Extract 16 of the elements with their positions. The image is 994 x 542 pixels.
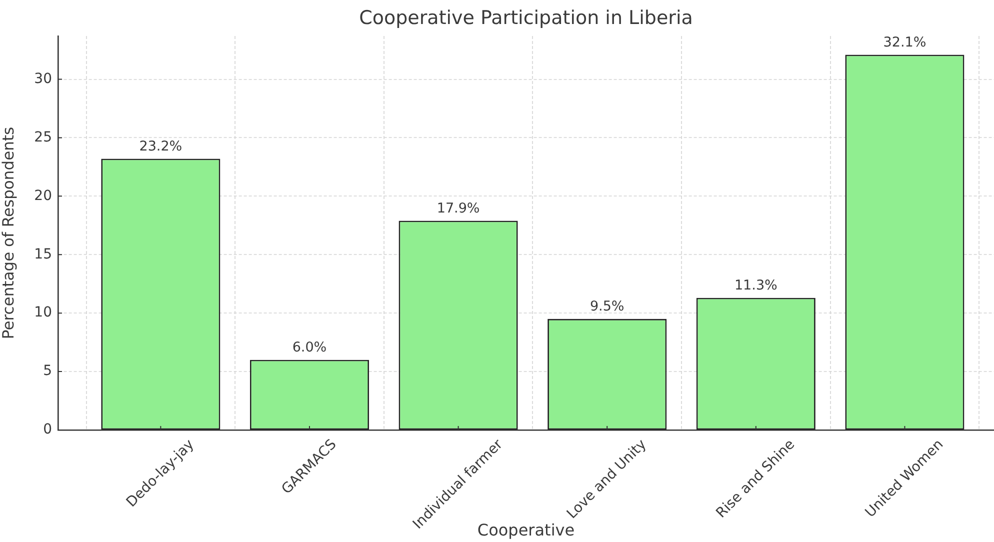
y-tick-label: 25 xyxy=(34,129,52,146)
y-tick-label: 15 xyxy=(34,246,52,262)
data-label: 32.1% xyxy=(883,34,926,50)
y-tick-label: 5 xyxy=(43,363,52,380)
y-tick-label: 0 xyxy=(43,422,52,438)
y-tick-label: 10 xyxy=(34,304,52,321)
y-tick-label: 30 xyxy=(34,70,52,87)
data-label: 11.3% xyxy=(734,278,778,294)
data-label: 23.2% xyxy=(139,138,182,155)
data-label: 17.9% xyxy=(436,200,480,216)
x-axis-title: Cooperative xyxy=(477,520,575,540)
y-axis-title: Percentage of Respondents xyxy=(0,126,18,340)
data-label: 6.0% xyxy=(292,340,327,356)
y-tick-label: 20 xyxy=(34,188,52,204)
data-label: 9.5% xyxy=(590,298,624,315)
chart-title: Cooperative Participation in Liberia xyxy=(359,6,693,29)
